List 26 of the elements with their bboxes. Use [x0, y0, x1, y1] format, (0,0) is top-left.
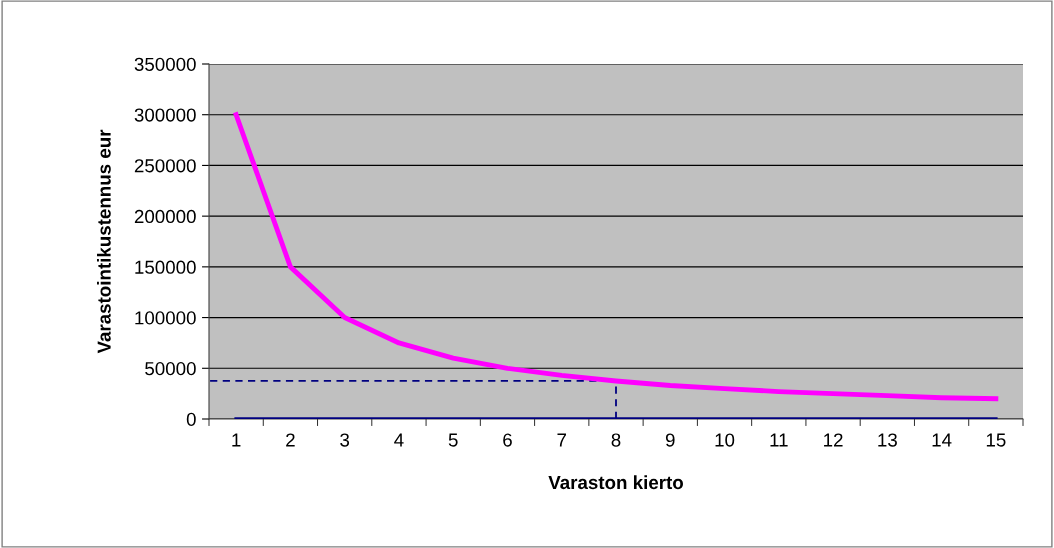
x-tick-label: 5 [448, 433, 458, 447]
x-tick-label: 1 [232, 433, 241, 447]
x-tick-label: 2 [286, 433, 295, 447]
y-tick-label: 200000 [134, 209, 196, 224]
x-tick-label: 8 [611, 433, 621, 447]
x-axis-title: Varaston kierto [548, 475, 684, 490]
x-tick-label: 14 [932, 433, 952, 447]
y-tick-label: 50000 [145, 361, 196, 376]
x-tick-label: 15 [986, 433, 1006, 447]
y-tick-label: 250000 [134, 159, 196, 173]
y-tick-label: 0 [186, 412, 196, 426]
x-tick-label: 13 [878, 433, 897, 447]
x-tick-label: 11 [770, 433, 788, 447]
x-tick-label: 6 [503, 433, 512, 447]
y-tick-label: 350000 [134, 57, 196, 71]
x-tick-label: 3 [340, 433, 350, 447]
y-tick-label: 100000 [135, 311, 196, 325]
x-tick-label: 10 [715, 433, 735, 447]
x-tick-label: 9 [665, 433, 675, 447]
y-tick-label: 150000 [135, 260, 196, 274]
y-tick-label: 300000 [134, 108, 196, 122]
y-axis-title: Varastointikustennus eur [97, 129, 111, 354]
line-series [233, 112, 999, 402]
x-tick-label: 4 [394, 433, 404, 447]
x-tick-label: 7 [557, 433, 567, 447]
x-tick-label: 12 [824, 433, 843, 447]
